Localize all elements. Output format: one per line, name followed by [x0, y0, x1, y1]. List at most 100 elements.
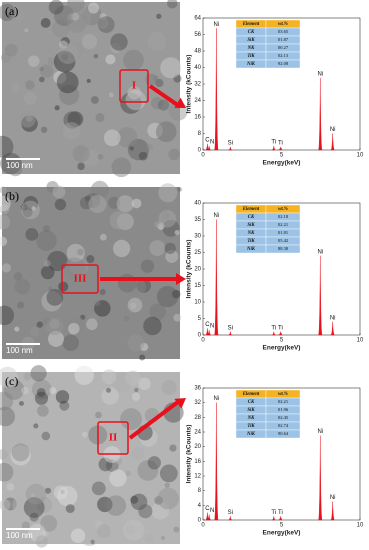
y-tick-label: 64 — [194, 16, 201, 22]
texture — [165, 249, 179, 263]
texture — [140, 342, 149, 352]
peak — [207, 145, 211, 151]
texture — [45, 317, 64, 336]
table-cell-text: 05.42 — [278, 238, 288, 243]
table-header: Element — [242, 207, 260, 212]
texture — [25, 114, 33, 122]
y-tick-label: 40 — [194, 65, 201, 71]
peak-label: Ti — [271, 325, 276, 331]
peak — [228, 146, 233, 151]
texture — [110, 42, 122, 54]
peak — [271, 145, 276, 151]
texture — [44, 487, 52, 494]
texture — [63, 111, 81, 129]
panel-label: (c) — [5, 374, 18, 388]
x-tick-label: 5 — [280, 338, 284, 344]
scale-bar-label: 100 nm — [6, 346, 33, 355]
texture — [127, 297, 143, 313]
table-cell-text: SiK — [247, 38, 255, 43]
peak-label: Ti — [271, 139, 276, 145]
texture — [52, 185, 66, 199]
texture — [12, 496, 31, 515]
y-tick-label: 35 — [194, 217, 201, 223]
texture — [79, 196, 93, 210]
texture — [60, 489, 65, 494]
peak — [330, 133, 335, 151]
peak-label: N — [210, 324, 214, 330]
peak-label: N — [210, 508, 214, 514]
texture — [117, 273, 137, 293]
texture — [129, 146, 134, 151]
texture — [37, 405, 49, 417]
peak-label: Ni — [317, 249, 323, 255]
texture — [151, 96, 164, 110]
texture — [94, 300, 111, 317]
texture — [156, 13, 162, 19]
texture — [0, 204, 10, 215]
arrow-head — [174, 97, 186, 108]
texture — [138, 151, 148, 161]
table-cell — [265, 59, 301, 69]
x-tick-label: 5 — [280, 523, 284, 529]
texture — [85, 193, 101, 208]
texture — [169, 444, 177, 452]
texture — [86, 255, 95, 264]
texture — [158, 209, 177, 228]
peak — [278, 516, 283, 521]
texture — [66, 243, 85, 263]
texture — [65, 124, 82, 141]
texture — [59, 400, 70, 411]
texture — [40, 126, 48, 133]
texture — [40, 64, 54, 78]
y-tick-label: 0 — [198, 148, 202, 154]
texture — [66, 41, 85, 60]
texture — [29, 512, 39, 522]
texture — [27, 55, 40, 67]
peak — [278, 146, 283, 151]
texture — [161, 379, 177, 396]
texture — [127, 334, 145, 352]
texture — [120, 92, 142, 114]
texture — [153, 75, 159, 81]
texture — [31, 206, 36, 211]
texture — [82, 5, 103, 26]
x-axis-label: Energy(keV) — [263, 530, 301, 537]
y-tick-label: 15 — [194, 283, 201, 289]
texture — [47, 250, 68, 272]
texture — [137, 459, 159, 481]
texture — [22, 207, 33, 218]
texture — [58, 84, 80, 106]
texture — [155, 78, 164, 88]
texture — [147, 456, 161, 470]
texture — [30, 492, 35, 498]
texture — [19, 110, 36, 128]
texture — [23, 497, 45, 518]
texture — [88, 195, 107, 214]
texture — [0, 135, 14, 158]
texture — [25, 483, 47, 505]
peak-label: Si — [228, 140, 233, 146]
peak-label: C — [205, 137, 210, 143]
table-cell-text: SiK — [247, 223, 255, 228]
texture — [39, 66, 45, 72]
texture — [62, 334, 79, 352]
texture — [84, 195, 92, 202]
y-tick-label: 48 — [194, 49, 201, 55]
peak-label: Si — [228, 325, 233, 331]
texture — [0, 462, 14, 482]
texture — [130, 495, 139, 504]
texture — [147, 32, 167, 52]
texture — [88, 2, 100, 14]
peak-label: Ni — [214, 213, 220, 219]
texture — [112, 239, 131, 258]
peak-label: Ti — [278, 325, 283, 331]
scale-bar-label: 100 nm — [6, 161, 33, 170]
peak — [207, 330, 211, 336]
texture — [0, 214, 11, 230]
texture — [156, 285, 179, 308]
texture — [147, 122, 163, 139]
texture — [23, 372, 32, 381]
table-cell-text: 92.08 — [278, 61, 289, 66]
arrow — [128, 398, 182, 440]
